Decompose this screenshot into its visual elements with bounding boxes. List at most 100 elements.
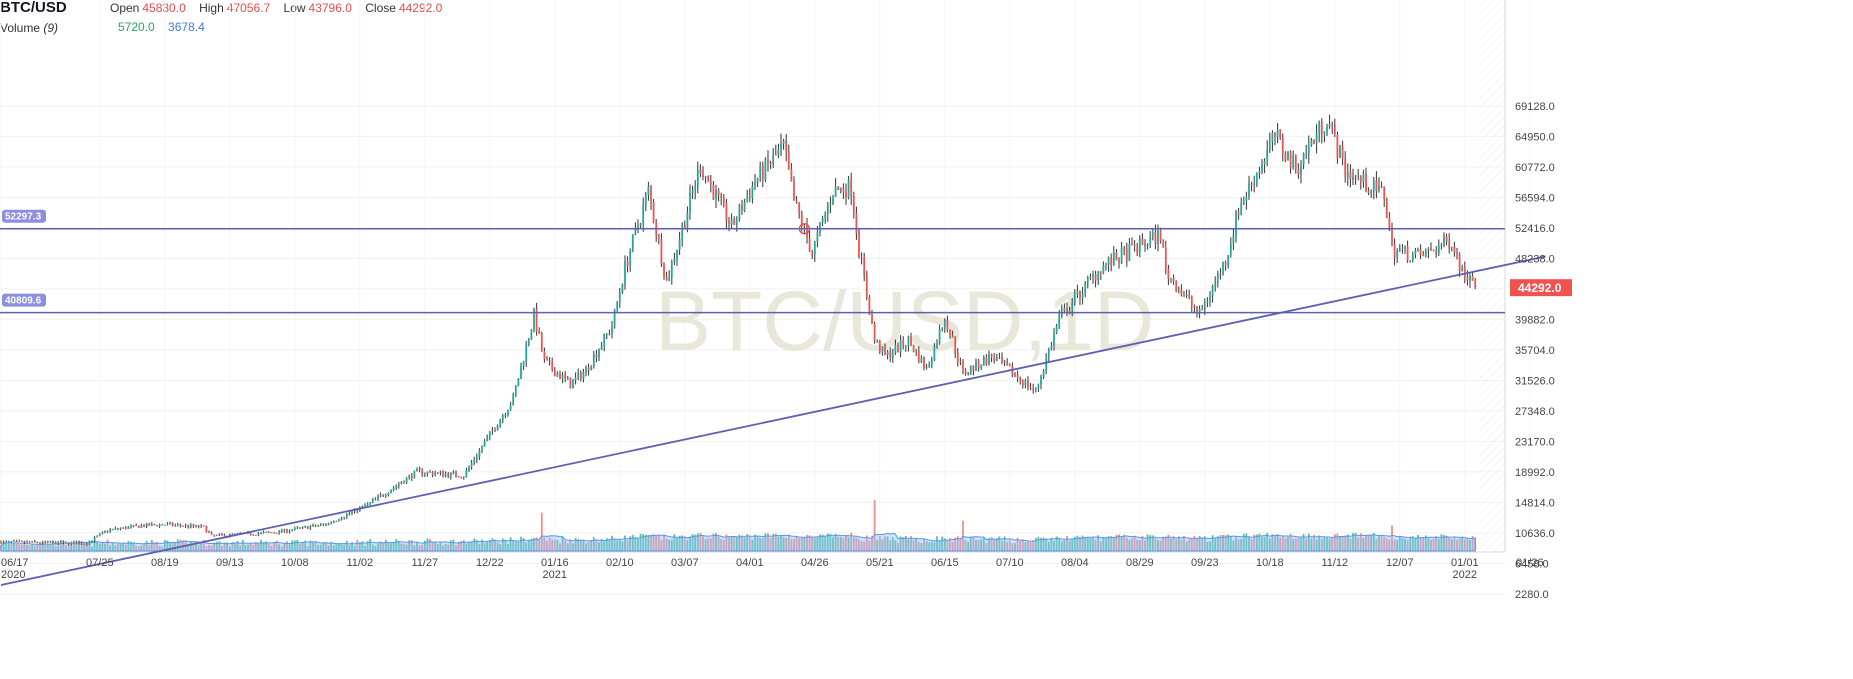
candle-body bbox=[959, 361, 962, 363]
candle-body bbox=[577, 372, 580, 378]
candle-body bbox=[1138, 238, 1141, 253]
candle-body bbox=[150, 523, 153, 526]
candle-body bbox=[1128, 244, 1131, 261]
candle-body bbox=[312, 524, 314, 527]
candle-body bbox=[715, 189, 717, 200]
candle-body bbox=[1045, 357, 1048, 371]
candle-body bbox=[1471, 275, 1474, 281]
volume-bar bbox=[98, 543, 101, 551]
volume-bar bbox=[618, 539, 621, 551]
volume-bar bbox=[252, 545, 255, 551]
candle-body bbox=[1424, 250, 1427, 257]
candle-body bbox=[982, 357, 985, 366]
candle-body bbox=[304, 526, 307, 528]
symbol-title[interactable]: BTC/USD bbox=[0, 0, 67, 16]
candle-body bbox=[1019, 378, 1022, 381]
candle-body bbox=[525, 344, 528, 362]
volume-bar bbox=[915, 538, 918, 551]
volume-bar bbox=[41, 542, 44, 551]
volume-bar bbox=[28, 545, 31, 551]
volume-bar bbox=[800, 536, 803, 551]
volume-bar bbox=[18, 544, 21, 551]
candle-body bbox=[590, 366, 593, 371]
volume-bar bbox=[470, 542, 473, 551]
volume-bar bbox=[239, 545, 242, 551]
candle-body bbox=[44, 541, 47, 543]
candle-body bbox=[782, 140, 785, 144]
volume-bar bbox=[39, 545, 41, 551]
candle-body bbox=[1188, 295, 1191, 297]
candle-body bbox=[1383, 187, 1386, 200]
volume-bar bbox=[1294, 538, 1297, 551]
anchor-point-marker[interactable] bbox=[798, 223, 811, 235]
volume-bar bbox=[1274, 534, 1276, 551]
volume-bar bbox=[288, 544, 291, 551]
candle-body bbox=[920, 357, 923, 363]
candle-body bbox=[813, 241, 816, 255]
volume-bar bbox=[868, 540, 871, 551]
candle-body bbox=[161, 524, 164, 526]
volume-bar bbox=[574, 537, 577, 551]
candle-body bbox=[221, 534, 223, 536]
volume-bar bbox=[384, 539, 387, 551]
candle-body bbox=[746, 196, 749, 202]
volume-bar bbox=[657, 535, 660, 551]
candle-body bbox=[990, 354, 993, 358]
candle-body bbox=[1349, 171, 1352, 180]
volume-bar bbox=[803, 537, 806, 551]
candle-body bbox=[850, 179, 853, 196]
candle-body bbox=[1266, 150, 1269, 162]
candle-body bbox=[1001, 357, 1003, 363]
volume-bar bbox=[577, 539, 580, 551]
volume-bar bbox=[351, 542, 353, 551]
volume-bar bbox=[1248, 537, 1250, 551]
volume-bar bbox=[369, 539, 372, 551]
volume-bar bbox=[543, 537, 546, 551]
volume-bar bbox=[1227, 534, 1230, 551]
trend-line[interactable] bbox=[0, 255, 1546, 586]
volume-bar bbox=[988, 538, 990, 551]
candle-body bbox=[343, 517, 346, 519]
candle-body bbox=[772, 154, 775, 165]
volume-bar bbox=[761, 537, 764, 551]
candle-body bbox=[652, 202, 655, 223]
volume-bar bbox=[444, 543, 447, 551]
volume-bar bbox=[197, 544, 200, 551]
candle-body bbox=[514, 386, 517, 396]
candle-body bbox=[436, 472, 439, 474]
candle-body bbox=[449, 472, 452, 477]
candle-body bbox=[1154, 232, 1157, 245]
volume-bar bbox=[46, 545, 49, 551]
candle-body bbox=[993, 357, 996, 361]
candle-body bbox=[1323, 132, 1326, 135]
candle-body bbox=[1388, 217, 1391, 230]
candle-body bbox=[286, 529, 288, 533]
volume-bar bbox=[1310, 538, 1313, 551]
level-label-bg bbox=[2, 293, 46, 307]
volume-bar bbox=[1266, 532, 1269, 551]
candle-body bbox=[613, 309, 616, 327]
candle-body bbox=[980, 365, 983, 369]
candle-body bbox=[455, 472, 457, 477]
volume-bar bbox=[785, 537, 788, 551]
volume-bar bbox=[1006, 541, 1009, 551]
volume-bar bbox=[507, 543, 509, 551]
volume-bar bbox=[637, 538, 639, 551]
volume-legend[interactable]: Volume (9) bbox=[0, 21, 58, 35]
volume-bar bbox=[933, 542, 936, 551]
y-tick-label: 56594.0 bbox=[1515, 192, 1555, 204]
candle-body bbox=[481, 446, 483, 451]
volume-bar bbox=[1190, 538, 1193, 551]
candle-body bbox=[572, 379, 574, 389]
volume-bar bbox=[564, 540, 567, 551]
volume-bar bbox=[1435, 535, 1438, 551]
volume-bar bbox=[517, 541, 520, 551]
candle-body bbox=[1042, 370, 1045, 377]
x-tick-year: 2021 bbox=[543, 569, 567, 581]
candle-body bbox=[668, 277, 671, 281]
candle-body bbox=[369, 502, 372, 504]
candle-body bbox=[1333, 125, 1336, 135]
candle-body bbox=[1289, 151, 1292, 168]
candle-body bbox=[299, 527, 301, 529]
